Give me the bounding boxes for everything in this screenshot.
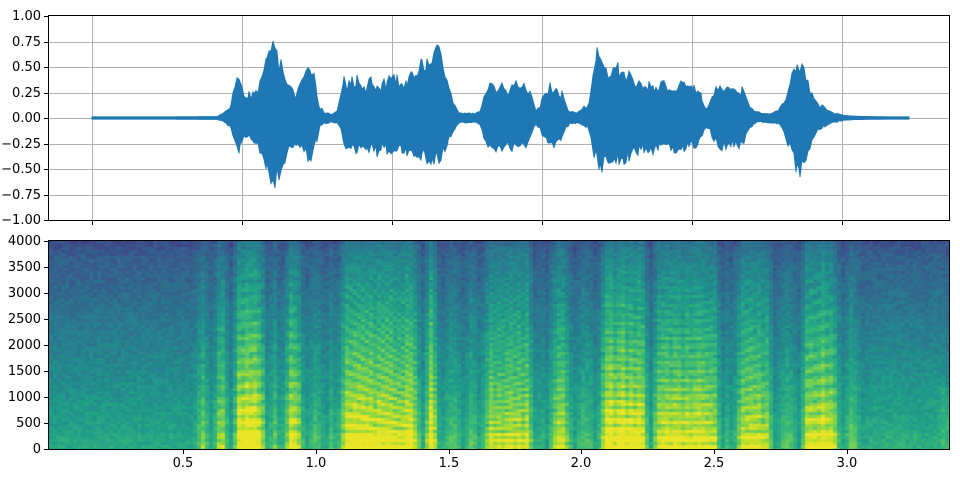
y-tick-mark [44,92,48,94]
spectrogram-plot: 4000 3500 3000 2500 2000 1500 1000 500 0 0.5 1.0 1.… [8,235,950,470]
y-tick-label: −0.50 [1,162,41,177]
y-tick-label: 4000 [7,234,41,249]
waveform-path [91,40,910,189]
y-tick-label: 1500 [7,364,41,379]
y-tick-label: −0.75 [1,188,41,203]
y-tick-mark [44,266,48,268]
x-tick-mark [91,221,93,225]
waveform-plot: 1.00 0.75 0.50 0.25 0.00 −0.25 −0.50 −0.75 −1.00 [1,10,950,227]
y-tick-mark [44,422,48,424]
y-tick-label: 1.00 [12,9,41,24]
y-tick-mark [44,168,48,170]
x-tick-label: 1.5 [438,456,460,471]
y-tick-label: 2500 [7,312,41,327]
x-tick-mark [448,450,450,454]
y-tick-mark [44,219,48,221]
x-tick-mark [841,221,843,225]
y-tick-mark [44,194,48,196]
horizontal-gridline [49,66,949,68]
y-tick-label: 2000 [7,338,41,353]
y-tick-mark [44,370,48,372]
y-tick-mark [44,143,48,145]
horizontal-gridline [49,168,949,170]
y-tick-label: 0.25 [12,86,41,101]
y-tick-mark [44,41,48,43]
y-tick-mark [44,240,48,242]
y-tick-label: 3500 [7,260,41,275]
x-tick-mark [541,221,543,225]
horizontal-gridline [49,194,949,196]
x-tick-mark [391,221,393,225]
y-tick-label: 0.00 [12,111,41,126]
y-tick-mark [44,318,48,320]
y-tick-label: −1.00 [1,213,41,228]
spectrogram-image [49,241,949,449]
y-tick-label: 0.75 [12,35,41,50]
y-tick-label: 0 [32,442,41,457]
y-tick-mark [44,15,48,17]
waveform-trace [91,40,910,189]
y-tick-label: 3000 [7,286,41,301]
y-tick-mark [44,448,48,450]
x-tick-label: 2.5 [703,456,725,471]
y-tick-mark [44,66,48,68]
y-tick-label: −0.25 [1,137,41,152]
x-tick-mark [713,450,715,454]
y-tick-label: 1000 [7,390,41,405]
y-tick-mark [44,344,48,346]
horizontal-gridline [49,41,949,43]
y-tick-mark [44,396,48,398]
x-tick-mark [315,450,317,454]
x-tick-mark [241,221,243,225]
x-tick-label: 3.0 [836,456,858,471]
x-tick-mark [846,450,848,454]
y-tick-mark [44,292,48,294]
x-tick-mark [691,221,693,225]
x-tick-label: 1.0 [305,456,327,471]
y-tick-mark [44,117,48,119]
x-tick-mark [182,450,184,454]
y-tick-label: 500 [16,416,41,431]
y-tick-label: 0.50 [12,60,41,75]
x-tick-label: 0.5 [172,456,194,471]
x-tick-mark [580,450,582,454]
x-tick-label: 2.0 [570,456,592,471]
